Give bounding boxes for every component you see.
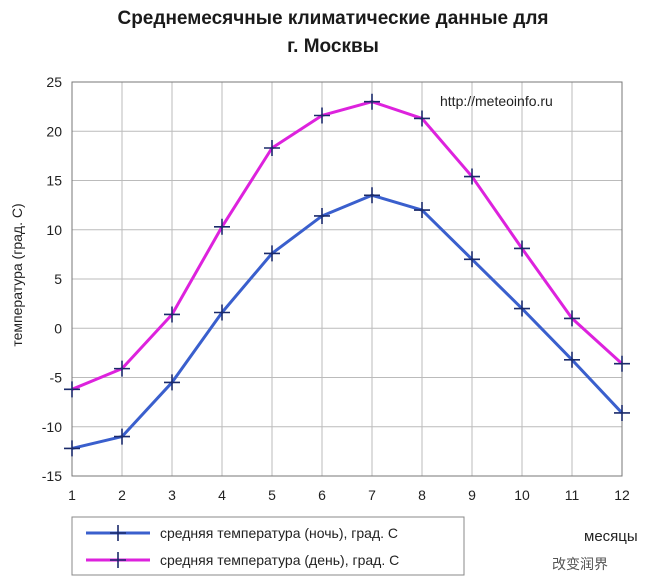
data-point bbox=[414, 110, 430, 127]
y-axis-label: температура (град. С) bbox=[9, 203, 25, 346]
data-point bbox=[514, 300, 530, 317]
data-point bbox=[64, 381, 80, 398]
x-tick-label: 2 bbox=[118, 487, 126, 503]
data-point bbox=[564, 351, 580, 368]
x-tick-label: 1 bbox=[68, 487, 76, 503]
x-tick-label: 5 bbox=[268, 487, 276, 503]
data-point bbox=[614, 355, 630, 372]
x-tick-label: 9 bbox=[468, 487, 476, 503]
x-tick-label: 12 bbox=[614, 487, 630, 503]
data-point bbox=[314, 207, 330, 224]
data-point bbox=[514, 240, 530, 257]
y-tick-label: 25 bbox=[46, 74, 62, 90]
y-tick-label: 15 bbox=[46, 173, 62, 189]
x-tick-label: 11 bbox=[565, 487, 580, 503]
chart-title-line-2: г. Москвы bbox=[287, 36, 379, 57]
legend: средняя температура (ночь), град. С средн… bbox=[71, 516, 465, 576]
x-tick-label: 4 bbox=[218, 487, 226, 503]
data-point bbox=[114, 360, 130, 377]
y-tick-label: 20 bbox=[46, 123, 62, 139]
legend-label: средняя температура (ночь), град. С bbox=[160, 525, 398, 541]
x-tick-labels: 1 2 3 4 5 6 7 8 9 10 11 12 bbox=[68, 487, 630, 503]
data-point bbox=[214, 218, 230, 235]
data-point bbox=[214, 304, 230, 321]
y-tick-label: 5 bbox=[54, 271, 62, 287]
data-point bbox=[264, 245, 280, 262]
data-point bbox=[314, 107, 330, 124]
data-point bbox=[614, 404, 630, 421]
x-tick-label: 6 bbox=[318, 487, 326, 503]
watermark-text: 改变润界 bbox=[552, 556, 608, 572]
legend-box bbox=[71, 516, 465, 576]
x-tick-label: 8 bbox=[418, 487, 426, 503]
legend-swatch-marker bbox=[110, 525, 126, 541]
series-line bbox=[71, 100, 624, 391]
data-point bbox=[414, 202, 430, 219]
data-point bbox=[264, 139, 280, 156]
data-point bbox=[464, 168, 480, 185]
data-point bbox=[364, 187, 380, 204]
data-point bbox=[164, 306, 180, 323]
source-label: http://meteoinfo.ru bbox=[440, 93, 553, 109]
y-tick-label: -15 bbox=[42, 468, 62, 484]
y-tick-labels: -15 -10 -5 0 5 10 15 20 25 bbox=[42, 74, 62, 484]
grid bbox=[71, 81, 623, 477]
series-layer bbox=[64, 93, 630, 457]
series-2 bbox=[64, 93, 630, 398]
x-tick-label: 10 bbox=[514, 487, 530, 503]
legend-label: средняя температура (день), град. С bbox=[160, 552, 399, 568]
data-point bbox=[464, 251, 480, 268]
data-point bbox=[364, 93, 380, 110]
y-tick-label: 10 bbox=[46, 222, 62, 238]
y-tick-label: -5 bbox=[50, 370, 63, 386]
chart-title-line-1: Среднемесячные климатические данные для bbox=[117, 8, 549, 29]
x-tick-label: 7 bbox=[368, 487, 376, 503]
legend-swatch-marker bbox=[110, 552, 126, 568]
plot-area bbox=[71, 81, 623, 477]
series-1 bbox=[64, 187, 630, 457]
series-line bbox=[71, 193, 624, 450]
data-point bbox=[64, 440, 80, 457]
x-axis-label: месяцы bbox=[584, 528, 638, 545]
y-tick-label: -10 bbox=[42, 419, 62, 435]
data-point bbox=[564, 310, 580, 327]
x-tick-label: 3 bbox=[168, 487, 176, 503]
data-point bbox=[164, 374, 180, 391]
y-tick-label: 0 bbox=[54, 320, 62, 336]
data-point bbox=[114, 428, 130, 445]
